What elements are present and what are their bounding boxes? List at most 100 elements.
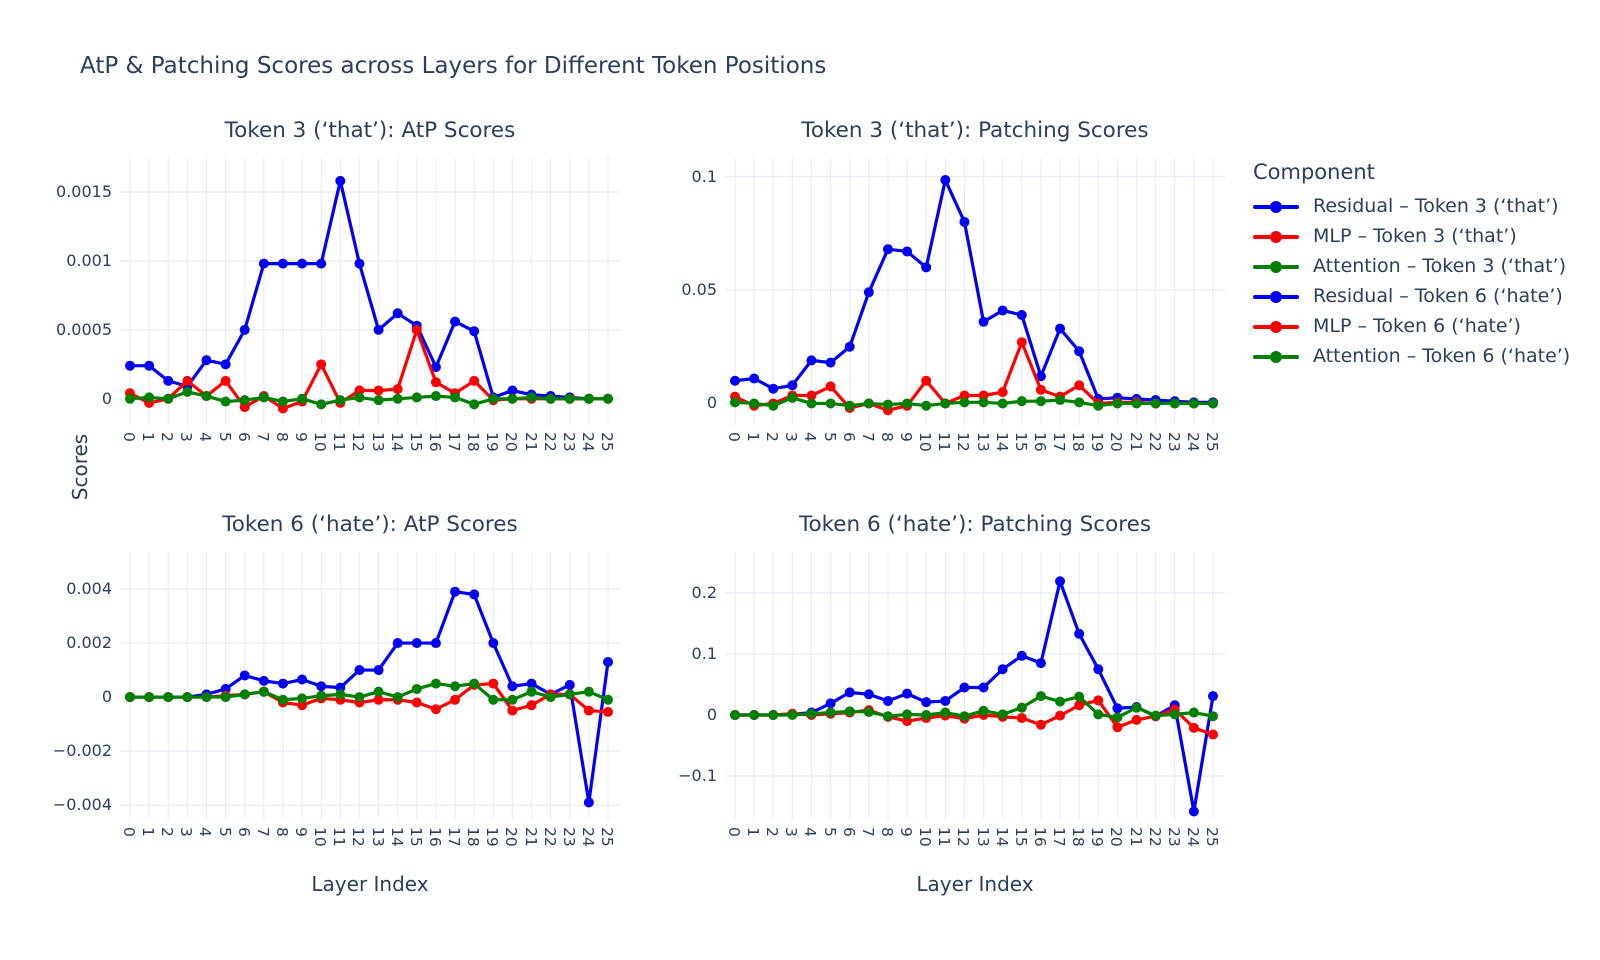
x-tick-label: 3 bbox=[177, 432, 196, 442]
subplot-token6-atp: Token 6 (‘hate’): AtP Scores −0.004 −0.00… bbox=[20, 507, 632, 927]
x-tick-label: 12 bbox=[954, 432, 973, 452]
series-marker bbox=[239, 402, 250, 413]
series-marker bbox=[220, 359, 231, 370]
series-marker bbox=[997, 387, 1008, 398]
subplot-token3-patching: Token 3 (‘that’): Patching Scores 0 0.05 0… bbox=[625, 113, 1237, 533]
series-marker bbox=[749, 373, 760, 384]
series-marker bbox=[258, 686, 269, 697]
chart-svg-token3-atp bbox=[120, 158, 620, 425]
x-tick-label: 25 bbox=[1203, 432, 1221, 452]
legend-item-residual[interactable]: Residual – Token 6 (‘hate’) bbox=[1245, 282, 1585, 312]
series-marker bbox=[603, 393, 613, 404]
series-marker bbox=[603, 656, 613, 667]
series-marker bbox=[392, 384, 403, 395]
y-tick-label: 0.1 bbox=[691, 643, 717, 663]
x-tick-label: 7 bbox=[253, 432, 272, 442]
series-marker bbox=[825, 381, 836, 392]
x-tick-label: 24 bbox=[1183, 432, 1202, 452]
series-marker bbox=[1093, 709, 1104, 720]
x-tick-label: 4 bbox=[801, 827, 820, 837]
series-marker bbox=[882, 695, 893, 706]
x-tick-label: 11 bbox=[935, 827, 954, 847]
series-marker bbox=[220, 375, 231, 386]
x-axis-ticks: 0 1 2 3 4 5 6 7 8 9 10 11 12 13 14 15 16 17 18 19 20 21 22 23 24… bbox=[120, 428, 620, 480]
series-marker bbox=[902, 398, 913, 409]
y-tick-label: 0.0015 bbox=[56, 181, 112, 201]
series-marker bbox=[1016, 337, 1027, 348]
series-attention-token6-atp bbox=[125, 678, 613, 705]
legend-dot-icon bbox=[1270, 261, 1282, 273]
x-tick-label: 17 bbox=[1050, 432, 1069, 452]
x-tick-label: 6 bbox=[234, 827, 253, 837]
series-marker bbox=[354, 392, 365, 403]
series-marker bbox=[201, 692, 212, 703]
legend-item-attention[interactable]: Attention – Token 6 (‘hate’) bbox=[1245, 342, 1585, 372]
figure-title: AtP & Patching Scores across Layers for … bbox=[80, 53, 827, 79]
legend-items: Residual – Token 3 (‘that’) MLP – Token 3… bbox=[1245, 192, 1585, 372]
x-tick-label: 25 bbox=[1203, 827, 1221, 847]
series-marker bbox=[1035, 658, 1046, 669]
x-tick-label: 18 bbox=[1069, 432, 1088, 452]
x-tick-label: 14 bbox=[992, 432, 1011, 452]
series-marker bbox=[507, 393, 518, 404]
series-marker bbox=[144, 392, 155, 403]
series-residual-token6-patching bbox=[730, 576, 1218, 817]
x-tick-label: 20 bbox=[1107, 432, 1126, 452]
series-marker bbox=[430, 704, 441, 715]
series-marker bbox=[277, 403, 288, 414]
x-tick-label: 20 bbox=[1107, 827, 1126, 847]
series-marker bbox=[978, 397, 989, 408]
series-marker bbox=[1208, 729, 1218, 740]
y-axis-ticks: −0.004 −0.002 0 0.002 0.004 bbox=[20, 552, 112, 820]
x-tick-label: 6 bbox=[234, 432, 253, 442]
x-tick-label: 13 bbox=[368, 432, 387, 452]
series-marker bbox=[163, 692, 174, 703]
series-attention-token6-patching bbox=[730, 691, 1218, 723]
series-marker bbox=[450, 316, 461, 327]
series-marker bbox=[1093, 695, 1104, 706]
series-marker bbox=[1016, 713, 1027, 724]
series-marker bbox=[316, 399, 327, 410]
series-marker bbox=[488, 638, 499, 649]
legend-item-mlp[interactable]: MLP – Token 3 (‘that’) bbox=[1245, 222, 1585, 252]
series-marker bbox=[978, 682, 989, 693]
x-tick-label: 19 bbox=[1088, 432, 1107, 452]
x-tick-label: 22 bbox=[540, 827, 559, 847]
x-tick-label: 7 bbox=[253, 827, 272, 837]
plot-area-token6-patching bbox=[725, 552, 1225, 820]
legend-item-residual[interactable]: Residual – Token 3 (‘that’) bbox=[1245, 192, 1585, 222]
series-marker bbox=[469, 326, 480, 337]
series-marker bbox=[354, 385, 365, 396]
legend-dot-icon bbox=[1270, 291, 1282, 303]
series-marker bbox=[787, 392, 798, 403]
series-marker bbox=[844, 706, 855, 717]
x-tick-label: 11 bbox=[935, 432, 954, 452]
x-tick-label: 9 bbox=[292, 432, 311, 442]
series-residual-token3-patching bbox=[730, 175, 1218, 408]
series-marker bbox=[411, 324, 422, 335]
series-marker bbox=[277, 258, 288, 269]
x-tick-label: 2 bbox=[158, 432, 177, 442]
series-marker bbox=[825, 698, 836, 709]
x-tick-label: 5 bbox=[215, 432, 234, 442]
series-marker bbox=[297, 393, 308, 404]
x-tick-label: 6 bbox=[839, 432, 858, 442]
series-marker bbox=[564, 393, 575, 404]
series-marker bbox=[1208, 398, 1218, 409]
series-marker bbox=[997, 398, 1008, 409]
x-tick-label: 9 bbox=[897, 827, 916, 837]
series-marker bbox=[730, 709, 740, 720]
series-marker bbox=[787, 380, 798, 391]
series-marker bbox=[335, 175, 346, 186]
legend-item-attention[interactable]: Attention – Token 3 (‘that’) bbox=[1245, 252, 1585, 282]
series-marker bbox=[1188, 398, 1199, 409]
series-marker bbox=[373, 686, 384, 697]
series-marker bbox=[373, 694, 384, 705]
plot-area-token3-atp bbox=[120, 158, 620, 425]
series-marker bbox=[220, 396, 231, 407]
series-marker bbox=[959, 682, 970, 693]
series-marker bbox=[787, 709, 798, 720]
x-tick-label: 18 bbox=[464, 827, 483, 847]
x-tick-label: 8 bbox=[877, 432, 896, 442]
legend-item-mlp[interactable]: MLP – Token 6 (‘hate’) bbox=[1245, 312, 1585, 342]
